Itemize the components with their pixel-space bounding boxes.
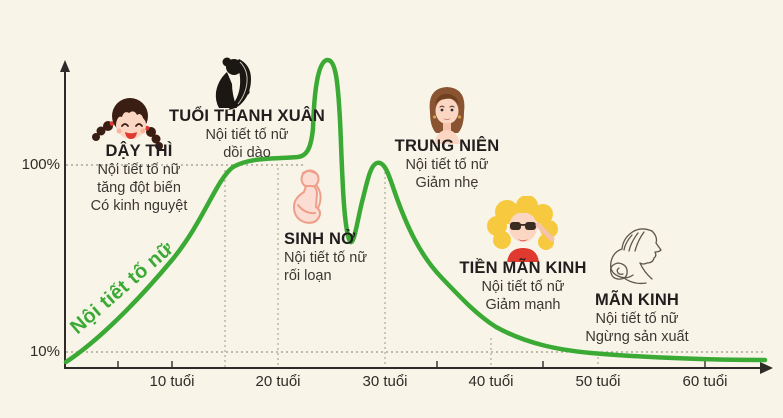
stage-line: Nội tiết tố nữ bbox=[481, 279, 565, 295]
y-tick-100: 100% bbox=[21, 156, 60, 173]
bride-silhouette-icon bbox=[215, 57, 251, 110]
x-tick-20: 20 tuổi bbox=[255, 373, 301, 390]
x-axis-arrow-icon bbox=[760, 362, 773, 374]
elderly-woman-sketch-icon bbox=[610, 228, 662, 285]
girl-with-braids-icon bbox=[92, 98, 163, 150]
hormone-curve bbox=[63, 57, 768, 365]
y-axis-arrow-icon bbox=[60, 60, 70, 72]
stage-title: TUỔI THANH XUÂN bbox=[168, 107, 326, 125]
stage-line: dồi dào bbox=[223, 145, 271, 161]
stage-line: Ngừng sản xuất bbox=[585, 329, 689, 345]
stage-line: Giảm mạnh bbox=[485, 297, 561, 313]
stage-day-thi: DẬY THÌ Nội tiết tố nữ tăng đột biến Có … bbox=[91, 142, 188, 215]
stage-line: tăng đột biến bbox=[97, 180, 181, 196]
x-tick-60: 60 tuổi bbox=[682, 373, 728, 390]
stage-line: Nội tiết tố nữ bbox=[595, 311, 679, 327]
pregnant-woman-icon bbox=[293, 169, 322, 224]
stage-title: MÃN KINH bbox=[594, 291, 680, 309]
stage-tien-man-kinh: TIỀN MÃN KINH Nội tiết tố nữ Giảm mạnh bbox=[459, 259, 586, 314]
stage-line: Nội tiết tố nữ bbox=[97, 162, 181, 178]
stage-line: Giảm nhẹ bbox=[415, 175, 479, 191]
stage-sinh-no: SINH NỞ Nội tiết tố nữ rối loạn bbox=[284, 230, 367, 285]
x-tick-10: 10 tuổi bbox=[149, 373, 195, 390]
stage-title: SINH NỞ bbox=[284, 230, 356, 248]
stage-line: Có kinh nguyệt bbox=[90, 198, 188, 214]
stage-title: DẬY THÌ bbox=[105, 142, 173, 160]
stage-line: Nội tiết tố nữ bbox=[284, 250, 368, 266]
sunglasses-woman-icon bbox=[487, 196, 558, 262]
stage-tuoi-thanh-xuan: TUỔI THANH XUÂN Nội tiết tố nữ dồi dào bbox=[169, 107, 325, 162]
x-tick-50: 50 tuổi bbox=[575, 373, 621, 390]
stage-title: TIỀN MÃN KINH bbox=[459, 259, 587, 277]
stage-line: Nội tiết tố nữ bbox=[205, 127, 289, 143]
stage-line: rối loạn bbox=[284, 268, 332, 284]
stage-line: Nội tiết tố nữ bbox=[405, 157, 489, 173]
x-axis-ticks bbox=[117, 361, 706, 368]
stage-man-kinh: MÃN KINH Nội tiết tố nữ Ngừng sản xuất bbox=[585, 291, 688, 346]
x-tick-30: 30 tuổi bbox=[362, 373, 408, 390]
stage-trung-nien: TRUNG NIÊN Nội tiết tố nữ Giảm nhẹ bbox=[395, 137, 500, 192]
y-tick-10: 10% bbox=[29, 343, 60, 360]
x-tick-40: 40 tuổi bbox=[468, 373, 514, 390]
middle-aged-woman-icon bbox=[429, 87, 465, 144]
stage-title: TRUNG NIÊN bbox=[394, 137, 500, 155]
